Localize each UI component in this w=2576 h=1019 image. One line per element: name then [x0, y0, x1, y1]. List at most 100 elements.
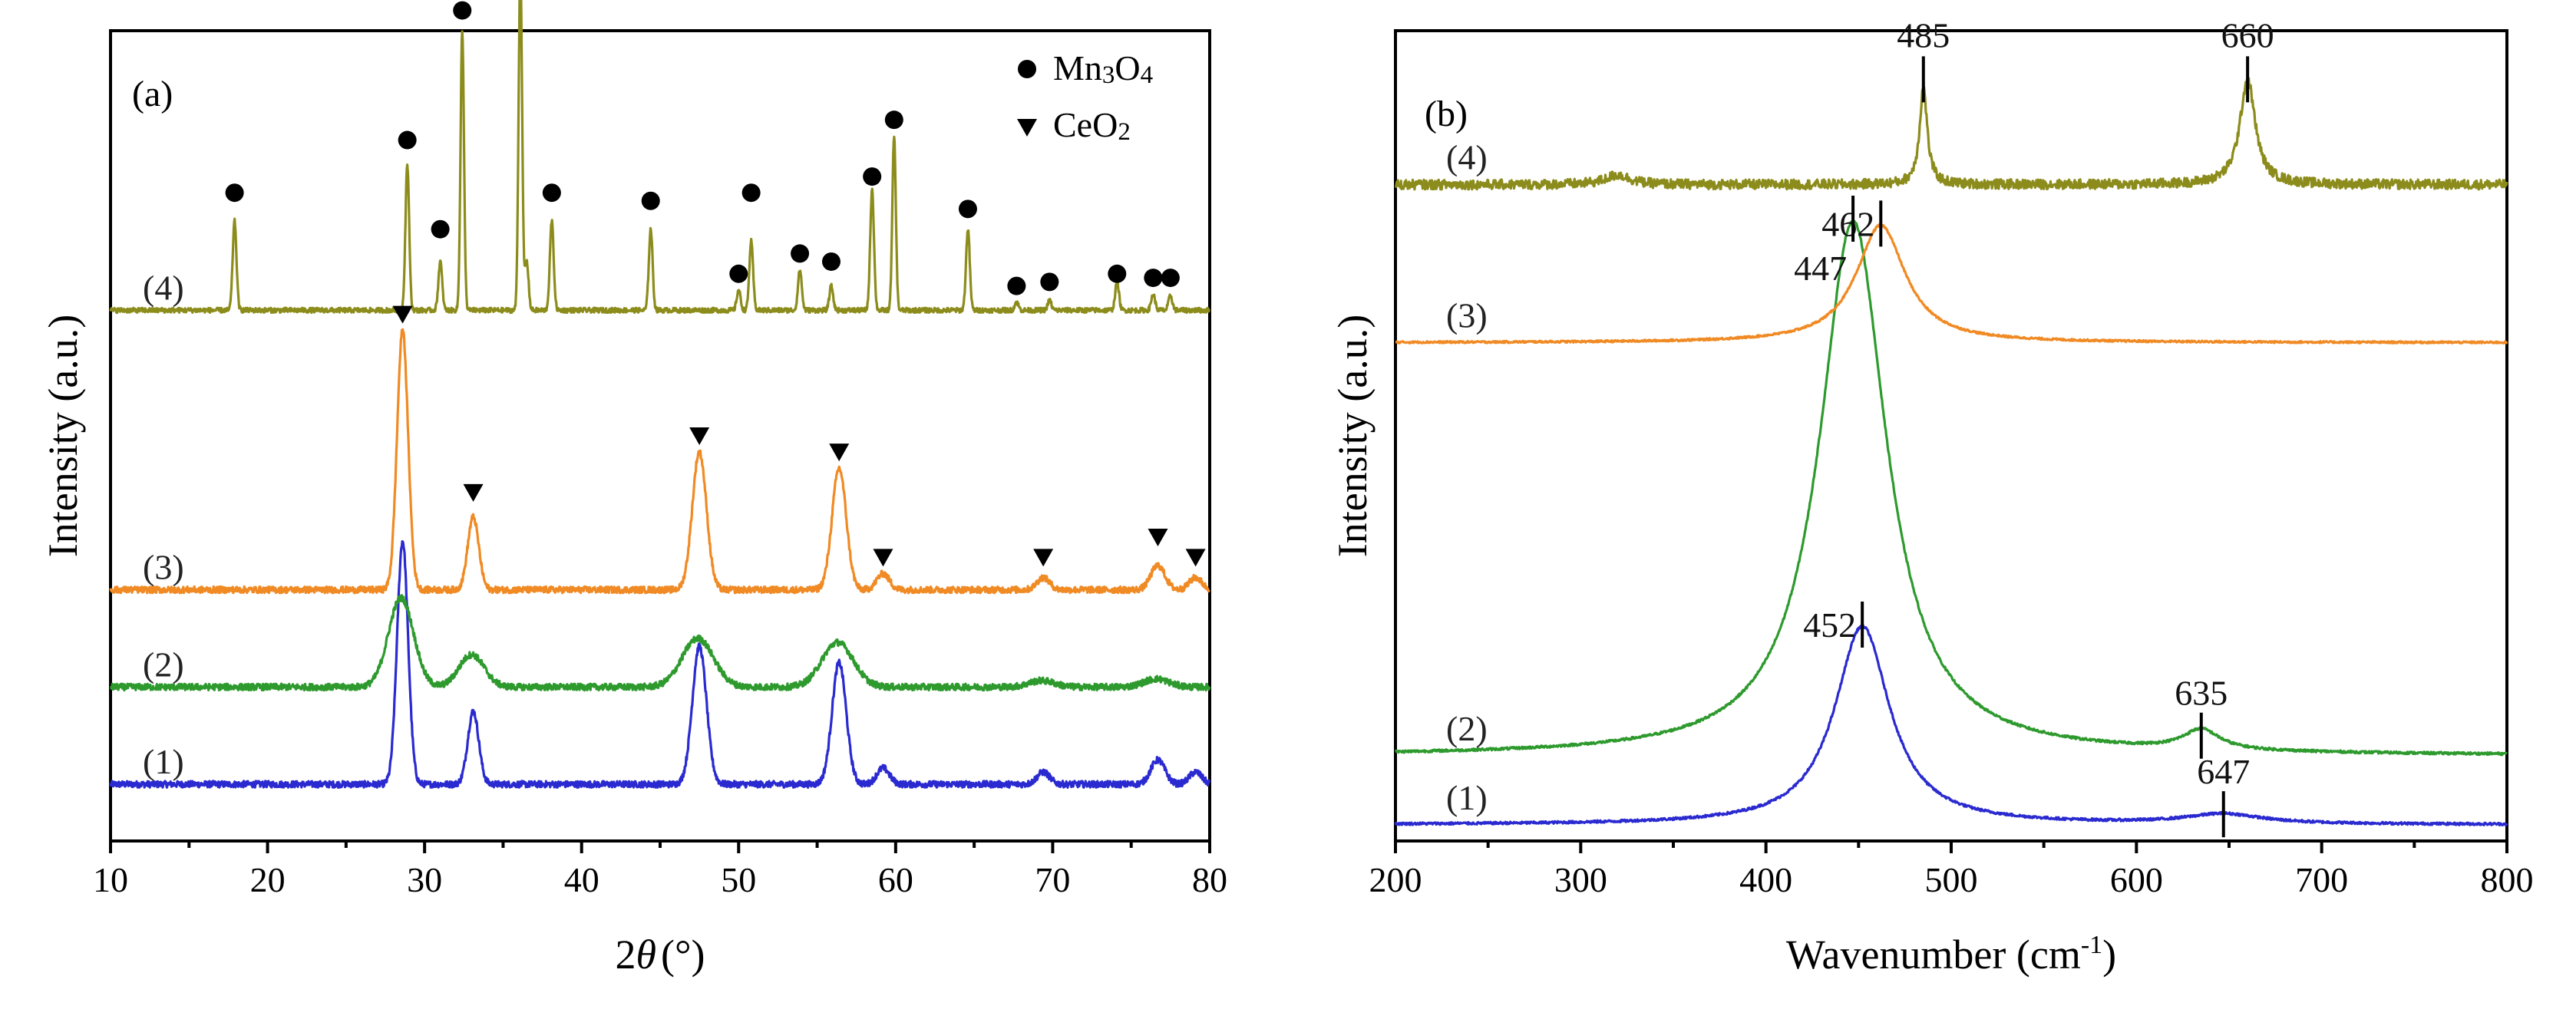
panel-a-x-tick-label: 60 [878, 860, 913, 899]
panel-b-x-tick-label: 200 [1369, 860, 1422, 899]
ceo2-peak-marker [1148, 529, 1168, 546]
ceo2-peak-marker [829, 444, 850, 462]
panel-a-x-tick-label: 70 [1035, 860, 1070, 899]
mn3o4-peak-marker [863, 167, 882, 186]
panel-a-series-label-3: (3) [143, 548, 184, 587]
ceo2-peak-marker [689, 427, 710, 445]
ceo2-peak-marker [392, 305, 413, 324]
panel-b-x-label-main: Wavenumber (cm [1786, 932, 2081, 978]
ceo2-peak-marker [873, 549, 893, 567]
legend-ceo2: CeO2 [1053, 105, 1131, 146]
mn3o4-peak-marker [1007, 276, 1026, 295]
legend-mn3o4: Mn3O4 [1053, 48, 1153, 89]
panel-b-series-label-2: (2) [1446, 709, 1488, 748]
panel-b-x-axis-label: Wavenumber (cm-1) [1786, 931, 2116, 978]
mn3o4-peak-marker [641, 191, 660, 210]
ceo2-peak-marker [1185, 549, 1206, 567]
panel-b-raman-chart: 200 300 400 500 600 700 800 485 660 462 447 452 635… [1329, 15, 2534, 978]
panel-b-series-label-3: (3) [1446, 296, 1488, 335]
panel-a-x-axis: 10 20 30 40 50 60 70 80 [93, 841, 1227, 899]
panel-b-trace-3 [1395, 223, 2508, 345]
panel-a-series-label-4: (4) [143, 268, 184, 307]
panel-b-peak-annotations: 485 660 462 447 452 635 647 [1794, 15, 2274, 838]
mn3o4-peak-marker [225, 183, 244, 203]
panel-a-peak-markers [225, 1, 1206, 567]
panel-a-xrd-chart: 10 20 30 40 50 60 70 80 (1) (2) (3) (4) (a) Mn3O4 … [40, 0, 1227, 978]
ceo2-peak-marker [1033, 549, 1054, 567]
panel-a-x-tick-label: 40 [564, 860, 599, 899]
panel-a-series-label-1: (1) [143, 742, 184, 781]
panel-a-legend: Mn3O4 CeO2 [1017, 48, 1153, 146]
mn3o4-peak-marker [1040, 272, 1059, 292]
panel-a-trace-4 [109, 0, 1210, 315]
panel-b-x-label-sup: -1 [2081, 931, 2102, 959]
mn3o4-peak-marker [398, 130, 417, 150]
peak-label-647: 647 [2197, 752, 2250, 791]
panel-b-series-label-4: (4) [1446, 138, 1488, 177]
legend-ceo2-sub1: 2 [1118, 118, 1131, 146]
panel-b-x-axis: 200 300 400 500 600 700 800 [1369, 841, 2534, 899]
mn3o4-peak-marker [791, 244, 810, 263]
panel-b-y-axis-label: Intensity (a.u.) [1329, 315, 1376, 557]
mn3o4-peak-marker [741, 183, 761, 203]
ceo2-peak-marker [463, 483, 484, 502]
panel-b-x-tick-label: 300 [1554, 860, 1607, 899]
legend-mn3o4-base: Mn [1053, 48, 1102, 87]
panel-a-trace-2 [110, 594, 1211, 692]
panel-a-trace-1 [109, 540, 1211, 789]
panel-b-trace-4 [1394, 77, 2508, 191]
mn3o4-peak-marker [1144, 269, 1163, 288]
legend-circle-marker [1018, 60, 1036, 78]
mn3o4-peak-marker [884, 110, 903, 130]
panel-a-x-tick-label: 80 [1192, 860, 1227, 899]
mn3o4-peak-marker [1108, 264, 1127, 283]
panel-a-y-axis-label: Intensity (a.u.) [40, 315, 86, 557]
panel-b-series-label-1: (1) [1446, 778, 1488, 817]
mn3o4-peak-marker [821, 252, 841, 271]
panel-a-x-tick-label: 20 [250, 860, 286, 899]
panel-b-x-tick-label: 700 [2295, 860, 2348, 899]
panel-a-plot-frame [109, 29, 1211, 843]
mn3o4-peak-marker [1161, 269, 1180, 288]
panel-a-x-label-main: 2 [615, 932, 636, 978]
mn3o4-peak-marker [542, 183, 561, 203]
mn3o4-peak-marker [958, 200, 977, 219]
mn3o4-peak-marker [431, 219, 450, 239]
panel-b-trace-2 [1394, 219, 2508, 757]
panel-b-x-tick-label: 400 [1739, 860, 1792, 899]
mn3o4-peak-marker [729, 264, 748, 283]
peak-label-485: 485 [1897, 15, 1950, 54]
peak-label-660: 660 [2221, 15, 2274, 54]
panel-b-trace-1 [1394, 623, 2508, 826]
peak-label-462: 462 [1821, 204, 1874, 243]
panel-a-x-tick-label: 10 [93, 860, 128, 899]
panel-a-tag: (a) [132, 74, 173, 114]
panel-a-traces [109, 0, 1211, 789]
peak-label-447: 447 [1794, 249, 1847, 288]
legend-mn3o4-sub2: 4 [1141, 61, 1154, 89]
panel-b-x-label-end: ) [2102, 932, 2116, 978]
panel-a-x-tick-label: 50 [721, 860, 756, 899]
panel-a-x-label-unit: (°) [661, 932, 705, 978]
panel-a-x-tick-label: 30 [407, 860, 442, 899]
panel-b-x-tick-label: 800 [2481, 860, 2534, 899]
legend-ceo2-base: CeO [1053, 105, 1118, 144]
peak-label-635: 635 [2175, 674, 2228, 713]
panel-b-traces [1394, 77, 2508, 826]
panel-b-x-tick-label: 500 [1925, 860, 1978, 899]
mn3o4-peak-marker [453, 1, 472, 20]
panel-b-series-labels: (1) (2) (3) (4) [1446, 138, 1488, 817]
legend-mn3o4-mid: O [1115, 48, 1140, 87]
legend-triangle-marker [1017, 119, 1037, 137]
panel-a-x-axis-label: 2θ (°) [615, 932, 705, 978]
panel-b-plot-frame [1394, 29, 2508, 843]
panel-a-x-label-theta: θ [636, 932, 656, 978]
legend-mn3o4-sub1: 3 [1102, 61, 1115, 89]
panel-a-series-label-2: (2) [143, 645, 184, 684]
panel-a-trace-3 [109, 328, 1210, 595]
panel-a-series-labels: (1) (2) (3) (4) [143, 268, 184, 781]
peak-label-452: 452 [1803, 605, 1856, 645]
panel-b-x-tick-label: 600 [2110, 860, 2163, 899]
panel-b-tag: (b) [1425, 94, 1468, 134]
